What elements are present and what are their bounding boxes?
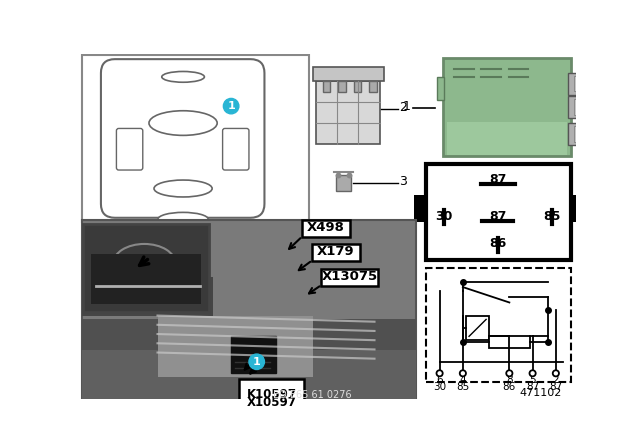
- Circle shape: [249, 354, 264, 370]
- Circle shape: [506, 370, 513, 376]
- Text: 3: 3: [399, 175, 407, 188]
- Bar: [568, 73, 584, 95]
- Bar: [426, 268, 571, 382]
- Bar: [489, 336, 529, 348]
- Text: 471102: 471102: [520, 388, 563, 397]
- Bar: [414, 195, 426, 222]
- Bar: [436, 77, 444, 100]
- Bar: [81, 322, 417, 399]
- Text: 1: 1: [403, 99, 410, 112]
- Bar: [157, 315, 312, 377]
- Bar: [338, 81, 346, 92]
- Circle shape: [436, 370, 443, 376]
- FancyBboxPatch shape: [239, 379, 304, 405]
- Bar: [575, 99, 580, 115]
- Text: 30: 30: [436, 210, 453, 223]
- Text: 86: 86: [489, 237, 506, 250]
- Bar: [575, 76, 580, 91]
- Circle shape: [553, 370, 559, 376]
- Text: X13075: X13075: [322, 270, 378, 283]
- Text: 6: 6: [436, 375, 443, 385]
- Bar: [81, 55, 308, 222]
- Bar: [336, 176, 351, 191]
- Text: 87: 87: [526, 382, 540, 392]
- Bar: [83, 224, 209, 312]
- Bar: [447, 122, 566, 155]
- Text: X179: X179: [317, 245, 355, 258]
- Bar: [81, 220, 417, 399]
- Text: 5: 5: [529, 375, 536, 385]
- FancyBboxPatch shape: [301, 220, 349, 237]
- Text: 2: 2: [552, 375, 559, 385]
- Text: 4: 4: [460, 375, 466, 385]
- Bar: [91, 254, 201, 304]
- Bar: [466, 315, 489, 340]
- Text: 8: 8: [506, 375, 513, 385]
- Text: X10597: X10597: [246, 396, 296, 409]
- Bar: [369, 81, 377, 92]
- Text: 2: 2: [399, 101, 407, 114]
- Bar: [312, 67, 384, 81]
- Bar: [571, 195, 582, 222]
- Bar: [568, 96, 584, 118]
- Text: 87: 87: [549, 382, 563, 392]
- Text: 86: 86: [503, 382, 516, 392]
- Text: EO E65 61 0276: EO E65 61 0276: [273, 390, 352, 400]
- Bar: [575, 126, 580, 142]
- Bar: [231, 336, 276, 373]
- FancyBboxPatch shape: [101, 59, 264, 218]
- Bar: [426, 164, 571, 260]
- Bar: [443, 58, 571, 156]
- Text: 87: 87: [489, 210, 506, 223]
- FancyBboxPatch shape: [223, 129, 249, 170]
- Text: 1: 1: [227, 101, 235, 111]
- Bar: [81, 277, 213, 315]
- Ellipse shape: [149, 111, 217, 135]
- FancyBboxPatch shape: [116, 129, 143, 170]
- Bar: [353, 81, 362, 92]
- Circle shape: [460, 370, 466, 376]
- Bar: [316, 81, 380, 144]
- Bar: [568, 123, 584, 145]
- Ellipse shape: [154, 180, 212, 197]
- Ellipse shape: [162, 72, 204, 82]
- Text: 1: 1: [253, 357, 260, 367]
- Text: 87: 87: [489, 173, 506, 186]
- Text: K10597: K10597: [246, 388, 296, 401]
- Ellipse shape: [158, 212, 208, 226]
- FancyBboxPatch shape: [321, 269, 378, 285]
- Circle shape: [529, 370, 536, 376]
- Text: 85: 85: [543, 210, 561, 223]
- Text: 30: 30: [433, 382, 446, 392]
- Circle shape: [223, 99, 239, 114]
- FancyBboxPatch shape: [312, 244, 360, 261]
- Bar: [81, 319, 417, 350]
- Text: 85: 85: [456, 382, 470, 392]
- Text: X498: X498: [307, 221, 344, 234]
- Bar: [323, 81, 330, 92]
